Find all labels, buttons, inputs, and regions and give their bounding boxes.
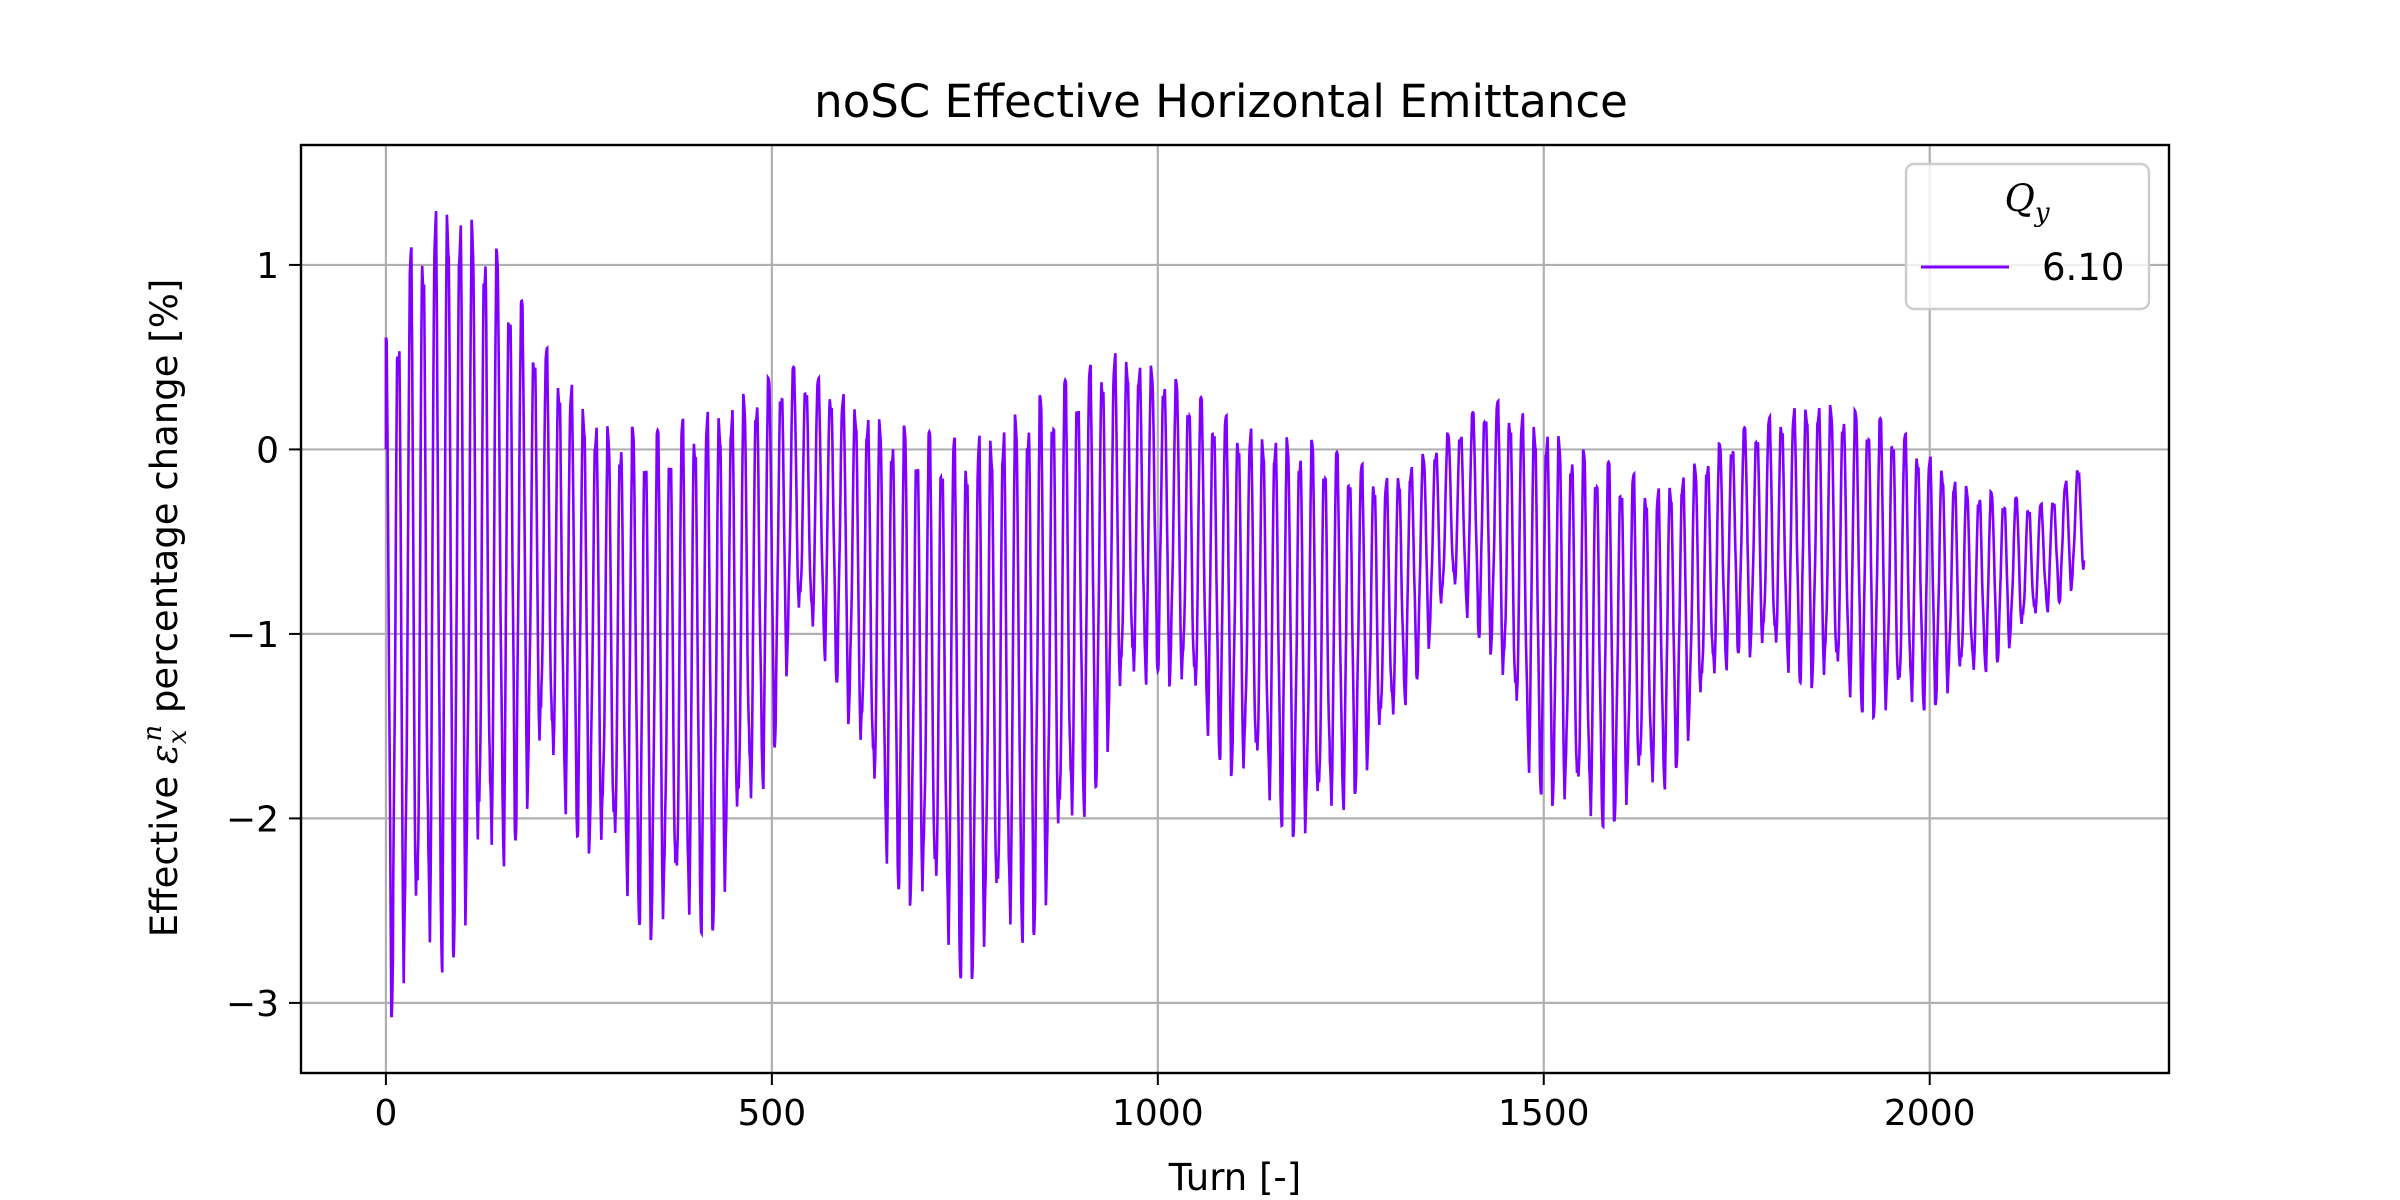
y-axis-label-subscript: x: [163, 729, 193, 744]
y-tick-label: 1: [256, 246, 279, 287]
y-axis-ticks: −3 −2 −1 0 1: [226, 246, 301, 1025]
y-axis-label-prefix: Effective: [143, 764, 186, 937]
y-tick-label: −1: [226, 615, 279, 656]
x-tick-label: 0: [374, 1093, 397, 1134]
legend-title: Qy: [2004, 177, 2049, 228]
x-tick-label: 500: [738, 1093, 807, 1134]
y-axis-label-suffix: percentage change [%]: [143, 279, 186, 725]
x-tick-label: 1500: [1498, 1093, 1590, 1134]
plot-frame: [299, 143, 2171, 1075]
y-tick-label: 0: [256, 430, 279, 471]
y-axis-label-symbol: ε: [143, 744, 186, 764]
chart-title: noSC Effective Horizontal Emittance: [814, 75, 1628, 128]
x-axis-ticks: 0 500 1000 1500 2000: [374, 1073, 1976, 1134]
y-axis-label-superscript: n: [138, 725, 168, 742]
y-axis-label: Effective εxn percentage change [%]: [138, 279, 193, 938]
y-tick-label: −2: [226, 799, 279, 840]
legend-title-subscript: y: [2034, 198, 2050, 228]
x-axis-label: Turn [-]: [1168, 1156, 1301, 1199]
legend: Qy 6.10: [1904, 162, 2151, 311]
legend-box: [1904, 162, 2151, 311]
legend-title-symbol: Q: [2004, 177, 2034, 220]
x-tick-label: 1000: [1112, 1093, 1204, 1134]
x-tick-label: 2000: [1884, 1093, 1976, 1134]
legend-label-6.10: 6.10: [2042, 246, 2124, 289]
series-line-6.10: [384, 211, 2086, 1018]
y-tick-label: −3: [226, 984, 279, 1025]
